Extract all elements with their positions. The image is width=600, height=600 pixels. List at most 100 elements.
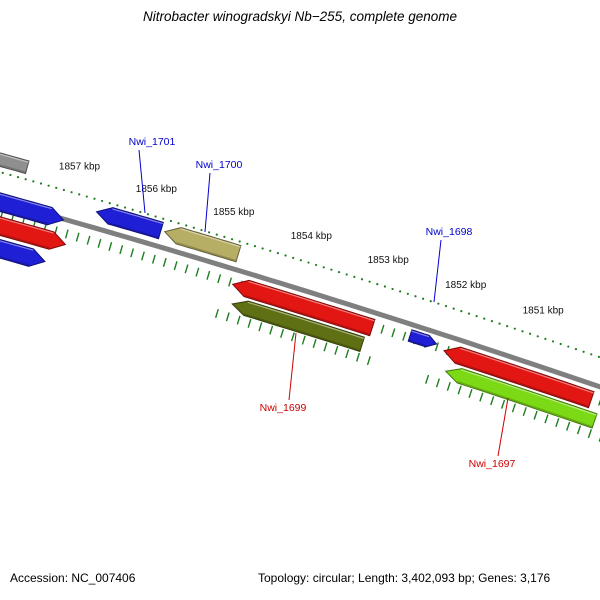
ruler-dot xyxy=(9,173,12,177)
genome-details-text: Topology: circular; Length: 3,402,093 bp… xyxy=(258,571,551,585)
ruler-dot xyxy=(567,345,570,348)
gene-arrow-highlight xyxy=(112,208,164,225)
gene-arrow-shade xyxy=(176,242,237,262)
ruler-dot xyxy=(39,182,43,185)
ruler-tick xyxy=(544,414,549,424)
ruler-tick xyxy=(225,312,230,322)
ruler-dot xyxy=(582,350,585,353)
ruler-dot xyxy=(1,171,4,174)
gene-arrow-highlight xyxy=(461,369,597,416)
ruler-tick xyxy=(345,349,350,359)
ruler-tick xyxy=(195,267,200,277)
ruler-tick xyxy=(290,332,295,342)
ruler-dot xyxy=(551,340,555,343)
ruler-tick xyxy=(576,425,582,435)
gene-label-nwi_1699: Nwi_1699 xyxy=(260,402,307,414)
ruler-dot xyxy=(597,355,600,359)
ruler-dot xyxy=(185,224,188,227)
ruler-dot xyxy=(62,188,65,192)
ruler-dot xyxy=(498,322,501,325)
gene-arrow-shade xyxy=(0,164,27,173)
gene-arrow-highlight xyxy=(0,153,29,163)
gene-label-nwi_1700: Nwi_1700 xyxy=(196,159,243,171)
gene-arrow xyxy=(444,368,598,429)
gene-arrow xyxy=(0,152,30,175)
ruler-tick xyxy=(247,318,252,328)
page-title: Nitrobacter winogradskyi Nb−255, complet… xyxy=(142,9,458,24)
gene-arrow-highlight xyxy=(0,193,52,210)
ruler-tick xyxy=(280,328,285,338)
ruler-dot xyxy=(230,238,234,241)
ruler-dot xyxy=(406,292,409,295)
ruler-dot xyxy=(513,327,516,330)
ruler-tick xyxy=(228,277,233,287)
ruler-tick xyxy=(468,389,473,399)
gene-label-leader xyxy=(433,239,442,303)
ruler-label: 1854 kbp xyxy=(291,231,333,242)
ruler-tick xyxy=(301,335,306,345)
ruler-tick xyxy=(380,324,385,334)
gene-arrow-shade xyxy=(0,233,50,249)
gene-label-leader xyxy=(497,397,509,457)
gene-arrow-highlight xyxy=(180,228,241,248)
ruler-tick xyxy=(258,322,263,332)
ruler-dot xyxy=(590,353,593,356)
ruler-dot xyxy=(475,314,478,318)
ruler-dot xyxy=(490,320,493,323)
ruler-tick xyxy=(97,238,102,248)
ruler-dot xyxy=(536,335,539,338)
ruler-label: 1853 kbp xyxy=(368,255,410,266)
ruler-dot xyxy=(16,176,20,179)
ruler-dot xyxy=(414,295,417,298)
ruler-tick xyxy=(402,331,407,341)
ruler-tick xyxy=(490,396,495,406)
gene-arrow-nwi_1698 xyxy=(407,329,438,348)
ruler-tick xyxy=(434,342,439,352)
gene-arrow-shade xyxy=(244,313,361,351)
ruler-tick xyxy=(391,328,396,338)
ruler-dot xyxy=(24,178,27,181)
gene-label-leader xyxy=(138,149,146,214)
ruler-dot xyxy=(93,197,96,200)
ruler-dot xyxy=(460,310,463,313)
ruler-dot xyxy=(299,259,302,262)
ruler-label: 1857 kbp xyxy=(59,162,101,173)
ruler-tick xyxy=(217,274,222,284)
gene-arrow xyxy=(0,192,65,226)
ruler-dot xyxy=(574,348,578,351)
ruler-dot xyxy=(253,245,257,248)
ruler-tick xyxy=(269,325,274,335)
ruler-dot xyxy=(315,263,318,267)
ruler-tick xyxy=(334,345,339,355)
gene-arrow-shade xyxy=(408,339,427,347)
gene-arrow-highlight xyxy=(0,240,34,251)
gene-arrow-shade xyxy=(457,381,593,428)
ruler-tick xyxy=(162,257,167,267)
ruler-dot xyxy=(85,195,88,198)
ruler-dot xyxy=(269,249,272,252)
ruler-tick xyxy=(173,261,178,271)
ruler-tick xyxy=(555,418,560,428)
ruler-tick xyxy=(566,421,571,431)
ruler-label: 1852 kbp xyxy=(445,280,487,291)
ruler-dot xyxy=(529,332,532,335)
ruler-tick xyxy=(457,385,462,395)
ruler-tick xyxy=(587,429,592,439)
ruler-dot xyxy=(422,297,425,300)
ruler-dot xyxy=(368,280,371,283)
ruler-dot xyxy=(238,240,241,243)
gene-arrow-shade xyxy=(0,256,30,266)
ruler-dot xyxy=(467,312,471,315)
ruler-tick xyxy=(500,399,506,409)
ruler-tick xyxy=(75,232,80,242)
ruler-dot xyxy=(108,202,111,205)
ruler-tick xyxy=(511,403,516,413)
ruler-dot xyxy=(444,305,448,308)
ruler-tick xyxy=(206,270,211,280)
ruler-tick xyxy=(366,356,371,366)
gene-label-leader xyxy=(288,332,297,401)
ruler-dot xyxy=(246,242,249,245)
ruler-dot xyxy=(32,180,35,183)
gene-arrow-shade xyxy=(0,209,48,225)
